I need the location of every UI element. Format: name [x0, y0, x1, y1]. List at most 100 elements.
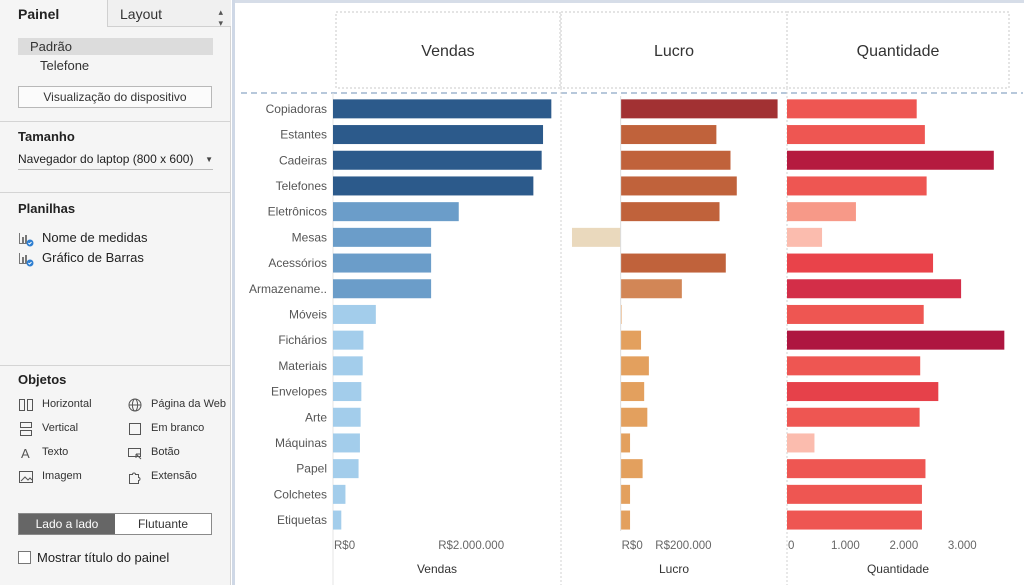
bar	[787, 227, 823, 247]
bar	[620, 304, 622, 324]
bar	[787, 407, 920, 427]
bar	[333, 279, 432, 299]
category-label: Etiquetas	[277, 513, 327, 527]
device-preview-button[interactable]: Visualização do dispositivo	[18, 86, 212, 108]
bar	[620, 484, 631, 504]
tick-label: R$2.000.000	[438, 540, 504, 552]
column-header: Quantidade	[857, 43, 940, 60]
divider	[0, 365, 231, 366]
bar	[787, 125, 925, 145]
image-icon	[19, 471, 33, 483]
device-default[interactable]: Padrão	[18, 38, 213, 55]
object-label: Extensão	[151, 470, 197, 482]
bar	[333, 510, 342, 530]
bar	[333, 176, 534, 196]
tiled-button[interactable]: Lado a lado	[19, 514, 115, 534]
bar	[620, 459, 643, 479]
bar	[787, 176, 927, 196]
bar	[787, 330, 1005, 350]
category-label: Eletrônicos	[268, 205, 327, 219]
object-label: Imagem	[42, 470, 82, 482]
size-dropdown[interactable]: Navegador do laptop (800 x 600) ▼	[18, 152, 213, 170]
bar	[333, 459, 359, 479]
bar	[787, 279, 962, 299]
object-label: Vertical	[42, 422, 79, 434]
category-label: Papel	[296, 462, 327, 476]
tab-panel[interactable]: Painel	[0, 0, 108, 27]
dashboard-canvas: Vendas Lucro Quantidade Copiadoras Estantes C…	[232, 0, 1024, 585]
category-label: Fichários	[278, 333, 327, 347]
objects-section-title: Objetos	[18, 372, 67, 387]
bar	[333, 330, 364, 350]
category-label: Copiadoras	[266, 102, 327, 116]
bar	[620, 125, 717, 145]
axis-title: Vendas	[417, 562, 457, 576]
vertical-container-icon	[20, 422, 32, 436]
worksheet-icon	[19, 253, 34, 267]
tab-layout[interactable]: Layout ▴ ▾	[108, 0, 231, 28]
puzzle-piece-icon	[129, 472, 141, 484]
bar	[620, 382, 645, 402]
bar	[787, 356, 921, 376]
tick-label: R$0	[334, 540, 355, 552]
bar	[620, 176, 737, 196]
bar	[333, 99, 552, 119]
blank-icon	[129, 423, 141, 435]
object-label: Botão	[151, 446, 180, 458]
category-label: Colchetes	[274, 487, 327, 501]
bar	[787, 253, 934, 273]
checkbox-label: Mostrar título do painel	[37, 550, 170, 565]
bar-chart[interactable]: Vendas Lucro Quantidade Copiadoras Estantes C…	[235, 0, 1024, 585]
device-phone[interactable]: Telefone	[40, 58, 90, 73]
floating-button[interactable]: Flutuante	[115, 514, 211, 534]
bar	[571, 227, 621, 247]
bar	[787, 304, 924, 324]
tick-label: 0	[788, 540, 794, 552]
updown-arrow-icon: ▴ ▾	[218, 7, 223, 28]
category-label: Cadeiras	[279, 153, 327, 167]
bar	[787, 459, 926, 479]
object-label: Texto	[42, 446, 69, 458]
layout-mode-toggle: Lado a lado Flutuante	[18, 513, 212, 535]
category-label: Materiais	[278, 359, 327, 373]
category-label: Móveis	[289, 307, 327, 321]
bar	[620, 433, 631, 453]
size-section-title: Tamanho	[18, 129, 75, 144]
bar	[787, 433, 815, 453]
bar	[333, 150, 542, 170]
bar	[620, 150, 731, 170]
globe-icon	[128, 398, 142, 412]
svg-text:A: A	[21, 446, 30, 461]
category-label: Envelopes	[271, 385, 327, 399]
header-cell-frame	[786, 11, 1010, 89]
bar	[620, 407, 648, 427]
sheet-item-label: Nome de medidas	[42, 230, 148, 245]
category-label: Estantes	[280, 128, 327, 142]
category-label: Máquinas	[275, 436, 327, 450]
text-icon: A	[21, 446, 30, 461]
category-label: Mesas	[292, 230, 327, 244]
bar	[620, 253, 726, 273]
tick-label: R$200.000	[655, 540, 711, 552]
horizontal-container-icon	[19, 399, 33, 411]
dropdown-arrow-icon: ▼	[205, 155, 213, 164]
bar	[333, 356, 363, 376]
bar	[620, 330, 642, 350]
bar	[620, 99, 778, 119]
bar	[333, 253, 432, 273]
tick-label: 1.000	[831, 540, 860, 552]
object-label: Horizontal	[42, 398, 92, 410]
header-cell-frame	[335, 11, 561, 89]
sheets-section-title: Planilhas	[18, 201, 76, 216]
size-dropdown-value: Navegador do laptop (800 x 600)	[18, 152, 194, 166]
bar	[333, 382, 362, 402]
bar	[333, 433, 360, 453]
bar	[620, 279, 682, 299]
tab-layout-label: Layout	[120, 6, 163, 22]
object-label: Página da Web	[151, 398, 227, 410]
bar	[787, 202, 856, 222]
divider	[0, 192, 231, 193]
category-label: Arte	[305, 410, 327, 424]
worksheet-icon	[19, 233, 34, 247]
tick-label: R$0	[622, 540, 643, 552]
